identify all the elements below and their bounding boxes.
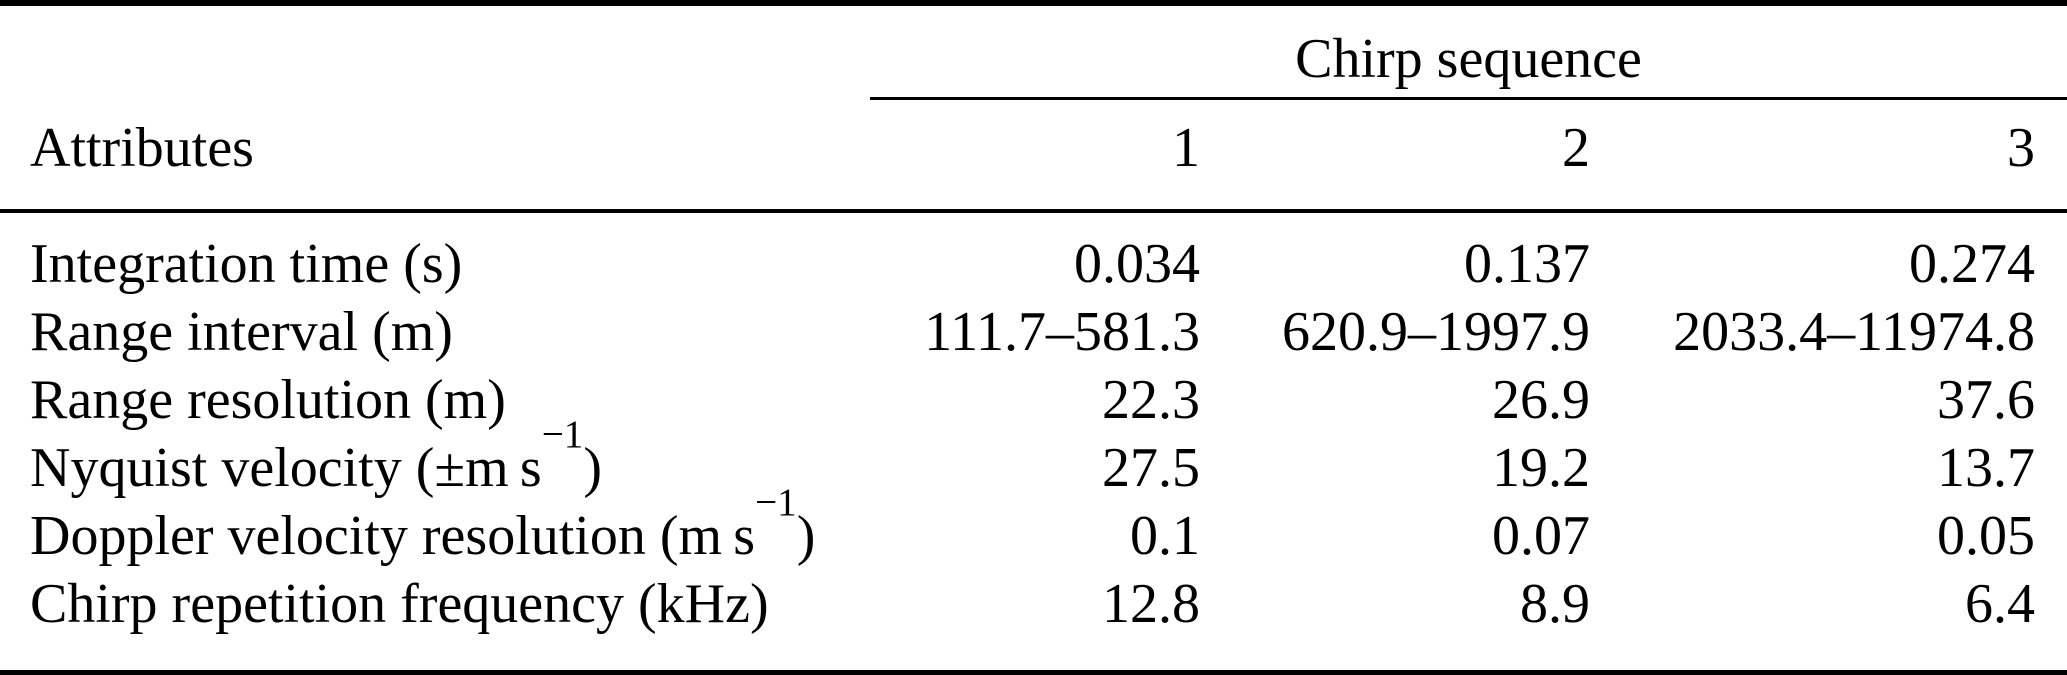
row-label-close: ) bbox=[583, 437, 603, 499]
column-header-1: 1 bbox=[870, 98, 1200, 213]
row-label: Range resolution (m) bbox=[0, 366, 870, 434]
value-cell: 0.05 bbox=[1937, 505, 2035, 567]
row-label-close: ) bbox=[796, 505, 816, 567]
value-cell: 13.7 bbox=[1937, 437, 2035, 499]
row-label: Integration time (s) bbox=[0, 211, 870, 298]
value-cell: 19.2 bbox=[1492, 437, 1590, 499]
row-label-text: Nyquist velocity (±m s bbox=[30, 437, 542, 499]
table-row-range-interval: Range interval (m) 111.7–581.3 620.9–199… bbox=[0, 298, 2067, 366]
value-cell: 620.9–1997.9 bbox=[1282, 301, 1590, 363]
row-label: Nyquist velocity (±m s−1) bbox=[0, 415, 870, 502]
table-row-integration-time: Integration time (s) 0.034 0.137 0.274 bbox=[0, 211, 2067, 298]
table-row-doppler-velocity-resolution: Doppler velocity resolution (m s−1) 0.1 … bbox=[0, 483, 2067, 570]
row-label-text: Integration time (s) bbox=[30, 233, 463, 295]
unit-superscript: −1 bbox=[541, 412, 584, 456]
row-label: Chirp repetition frequency (kHz) bbox=[0, 570, 870, 673]
value-cell: 22.3 bbox=[1102, 369, 1200, 431]
value-cell: 0.07 bbox=[1492, 505, 1590, 567]
value-cell: 12.8 bbox=[1102, 573, 1200, 635]
column-header-3: 3 bbox=[1590, 98, 2067, 213]
value-cell: 26.9 bbox=[1492, 369, 1590, 431]
attributes-column-header: Attributes bbox=[0, 98, 870, 213]
value-cell: 2033.4–11974.8 bbox=[1673, 301, 2035, 363]
table-row-range-resolution: Range resolution (m) 22.3 26.9 37.6 bbox=[0, 366, 2067, 434]
group-header-row: Chirp sequence bbox=[0, 3, 2067, 100]
value-cell: 111.7–581.3 bbox=[924, 301, 1200, 363]
row-label-text: Doppler velocity resolution (m s bbox=[30, 505, 756, 567]
unit-superscript: −1 bbox=[755, 480, 797, 524]
row-label-text: Range interval (m) bbox=[30, 301, 453, 363]
value-cell: 0.1 bbox=[1130, 505, 1200, 567]
row-label: Doppler velocity resolution (m s−1) bbox=[0, 483, 870, 570]
chirp-sequence-group-header: Chirp sequence bbox=[870, 3, 2067, 100]
row-label-text: Chirp repetition frequency (kHz) bbox=[30, 573, 769, 635]
column-header-row: Attributes 1 2 3 bbox=[0, 98, 2067, 213]
row-label: Range interval (m) bbox=[0, 298, 870, 366]
table-row-nyquist-velocity: Nyquist velocity (±m s−1) 27.5 19.2 13.7 bbox=[0, 415, 2067, 502]
value-cell: 27.5 bbox=[1102, 437, 1200, 499]
value-cell: 6.4 bbox=[1965, 573, 2035, 635]
value-cell: 0.034 bbox=[1074, 233, 1200, 295]
value-cell: 8.9 bbox=[1520, 573, 1590, 635]
table-row-chirp-repetition-frequency: Chirp repetition frequency (kHz) 12.8 8.… bbox=[0, 570, 2067, 673]
value-cell: 37.6 bbox=[1937, 369, 2035, 431]
value-cell: 0.137 bbox=[1464, 233, 1590, 295]
row-label-text: Range resolution (m) bbox=[30, 369, 506, 431]
group-header-spacer bbox=[0, 3, 870, 99]
value-cell: 0.274 bbox=[1909, 233, 2035, 295]
column-header-2: 2 bbox=[1200, 98, 1590, 213]
